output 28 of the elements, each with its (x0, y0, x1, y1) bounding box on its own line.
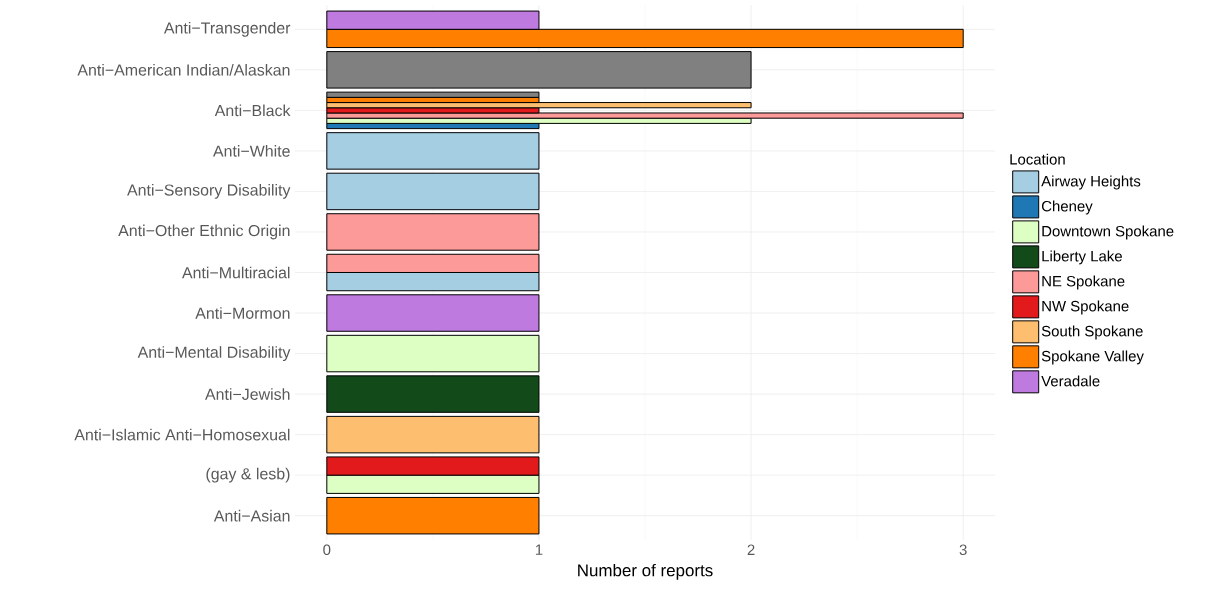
x-axis-title: Number of reports (578, 563, 713, 580)
x-tick-label: 3 (959, 544, 967, 556)
legend-label: South Spokane (1041, 325, 1143, 340)
y-tick-label: Anti−White (212, 145, 290, 157)
legend-label: Spokane Valley (1041, 350, 1144, 365)
y-tick-label: Anti−Black (214, 104, 291, 117)
y-tick-label: Anti−Islamic Anti−Homosexual (74, 428, 290, 441)
y-tick-label: Anti−Sensory Disability (127, 184, 291, 199)
y-tick-label: Anti−Multiracial (181, 266, 290, 279)
legend-label: Cheney (1041, 200, 1093, 215)
y-tick-label: Anti−Other Ethnic Origin (118, 224, 290, 240)
x-tick-label: 0 (323, 544, 331, 556)
y-tick-label: Anti−American Indian/Alaskan (77, 63, 290, 76)
legend-label: Downtown Spokane (1042, 225, 1174, 240)
y-tick-label: Anti−Mormon (195, 307, 290, 319)
y-tick-label: Anti−Asian (213, 509, 290, 522)
x-tick-label: 2 (747, 544, 755, 555)
x-tick-label: 1 (535, 544, 543, 555)
legend-label: Veradale (1041, 375, 1100, 387)
legend-label: Liberty Lake (1042, 250, 1122, 265)
y-tick-label: Anti−Transgender (163, 21, 291, 37)
legend-title: Location (1010, 153, 1065, 165)
legend-label: NW Spokane (1042, 300, 1129, 315)
y-tick-label: Anti−Mental Disability (137, 346, 291, 361)
legend-label: Airway Heights (1041, 175, 1141, 190)
y-tick-label: Anti−Jewish (205, 388, 290, 400)
legend-label: NE Spokane (1042, 275, 1125, 290)
y-tick-label: (gay & lesb) (206, 467, 290, 483)
